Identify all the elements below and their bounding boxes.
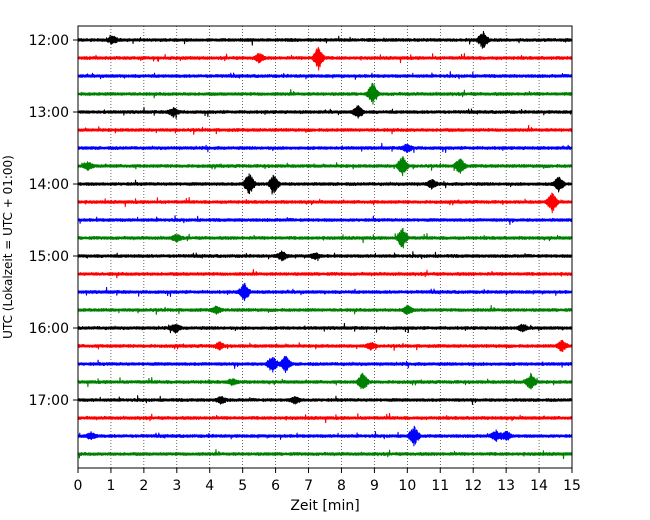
trace-1545 bbox=[77, 304, 573, 316]
trace-1715 bbox=[77, 412, 573, 424]
trace-1500 bbox=[77, 250, 573, 262]
y-tick-label: 14:00 bbox=[29, 177, 69, 193]
x-tick-label: 12 bbox=[464, 478, 482, 494]
x-tick-label: 4 bbox=[205, 478, 214, 494]
trace-1600 bbox=[77, 322, 573, 334]
trace-1215 bbox=[77, 46, 573, 71]
trace-1330 bbox=[77, 142, 573, 154]
x-tick-label: 3 bbox=[172, 478, 181, 494]
x-tick-label: 13 bbox=[497, 478, 515, 494]
plot-frame bbox=[77, 25, 573, 469]
trace-1615 bbox=[77, 339, 573, 352]
x-tick-label: 14 bbox=[530, 478, 548, 494]
trace-1430 bbox=[77, 215, 573, 225]
x-tick-label: 5 bbox=[238, 478, 247, 494]
y-axis-label: UTC (Lokalzeit = UTC + 01:00) bbox=[1, 155, 15, 339]
y-tick-label: 15:00 bbox=[29, 249, 69, 265]
x-tick-label: 0 bbox=[74, 478, 83, 494]
y-axis-ticks: 12:00 13:00 14:00 15:00 16:00 17:00 bbox=[29, 33, 78, 409]
x-axis-ticks: 0 1 2 3 4 5 6 7 8 9 10 11 12 13 14 15 bbox=[74, 468, 581, 494]
trace-1300 bbox=[77, 105, 573, 119]
trace-1700 bbox=[77, 395, 573, 405]
y-tick-label: 17:00 bbox=[29, 393, 69, 409]
trace-1530 bbox=[77, 282, 573, 302]
trace-1515 bbox=[77, 269, 573, 279]
trace-1630 bbox=[77, 355, 573, 374]
y-tick-label: 16:00 bbox=[29, 321, 69, 337]
trace-1415 bbox=[77, 192, 573, 214]
x-axis-label: Zeit [min] bbox=[290, 498, 359, 514]
trace-1230 bbox=[77, 71, 573, 80]
x-tick-label: 6 bbox=[271, 478, 280, 494]
x-tick-label: 11 bbox=[431, 478, 449, 494]
trace-1200 bbox=[77, 30, 573, 49]
trace-1345 bbox=[77, 155, 573, 177]
trace-1745 bbox=[77, 449, 573, 460]
trace-1645 bbox=[77, 372, 573, 390]
x-tick-label: 7 bbox=[304, 478, 313, 494]
traces bbox=[77, 30, 573, 460]
plot-background bbox=[78, 26, 572, 468]
y-tick-label: 13:00 bbox=[29, 105, 69, 121]
x-tick-label: 10 bbox=[398, 478, 416, 494]
trace-1245 bbox=[77, 82, 573, 105]
trace-1730 bbox=[77, 425, 573, 447]
x-tick-label: 1 bbox=[106, 478, 115, 494]
x-tick-label: 8 bbox=[337, 478, 346, 494]
trace-1445 bbox=[77, 227, 573, 249]
x-tick-label: 15 bbox=[563, 478, 581, 494]
x-tick-label: 9 bbox=[370, 478, 379, 494]
trace-1400 bbox=[77, 173, 573, 195]
x-tick-label: 2 bbox=[139, 478, 148, 494]
trace-1315 bbox=[77, 125, 573, 135]
y-tick-label: 12:00 bbox=[29, 33, 69, 49]
